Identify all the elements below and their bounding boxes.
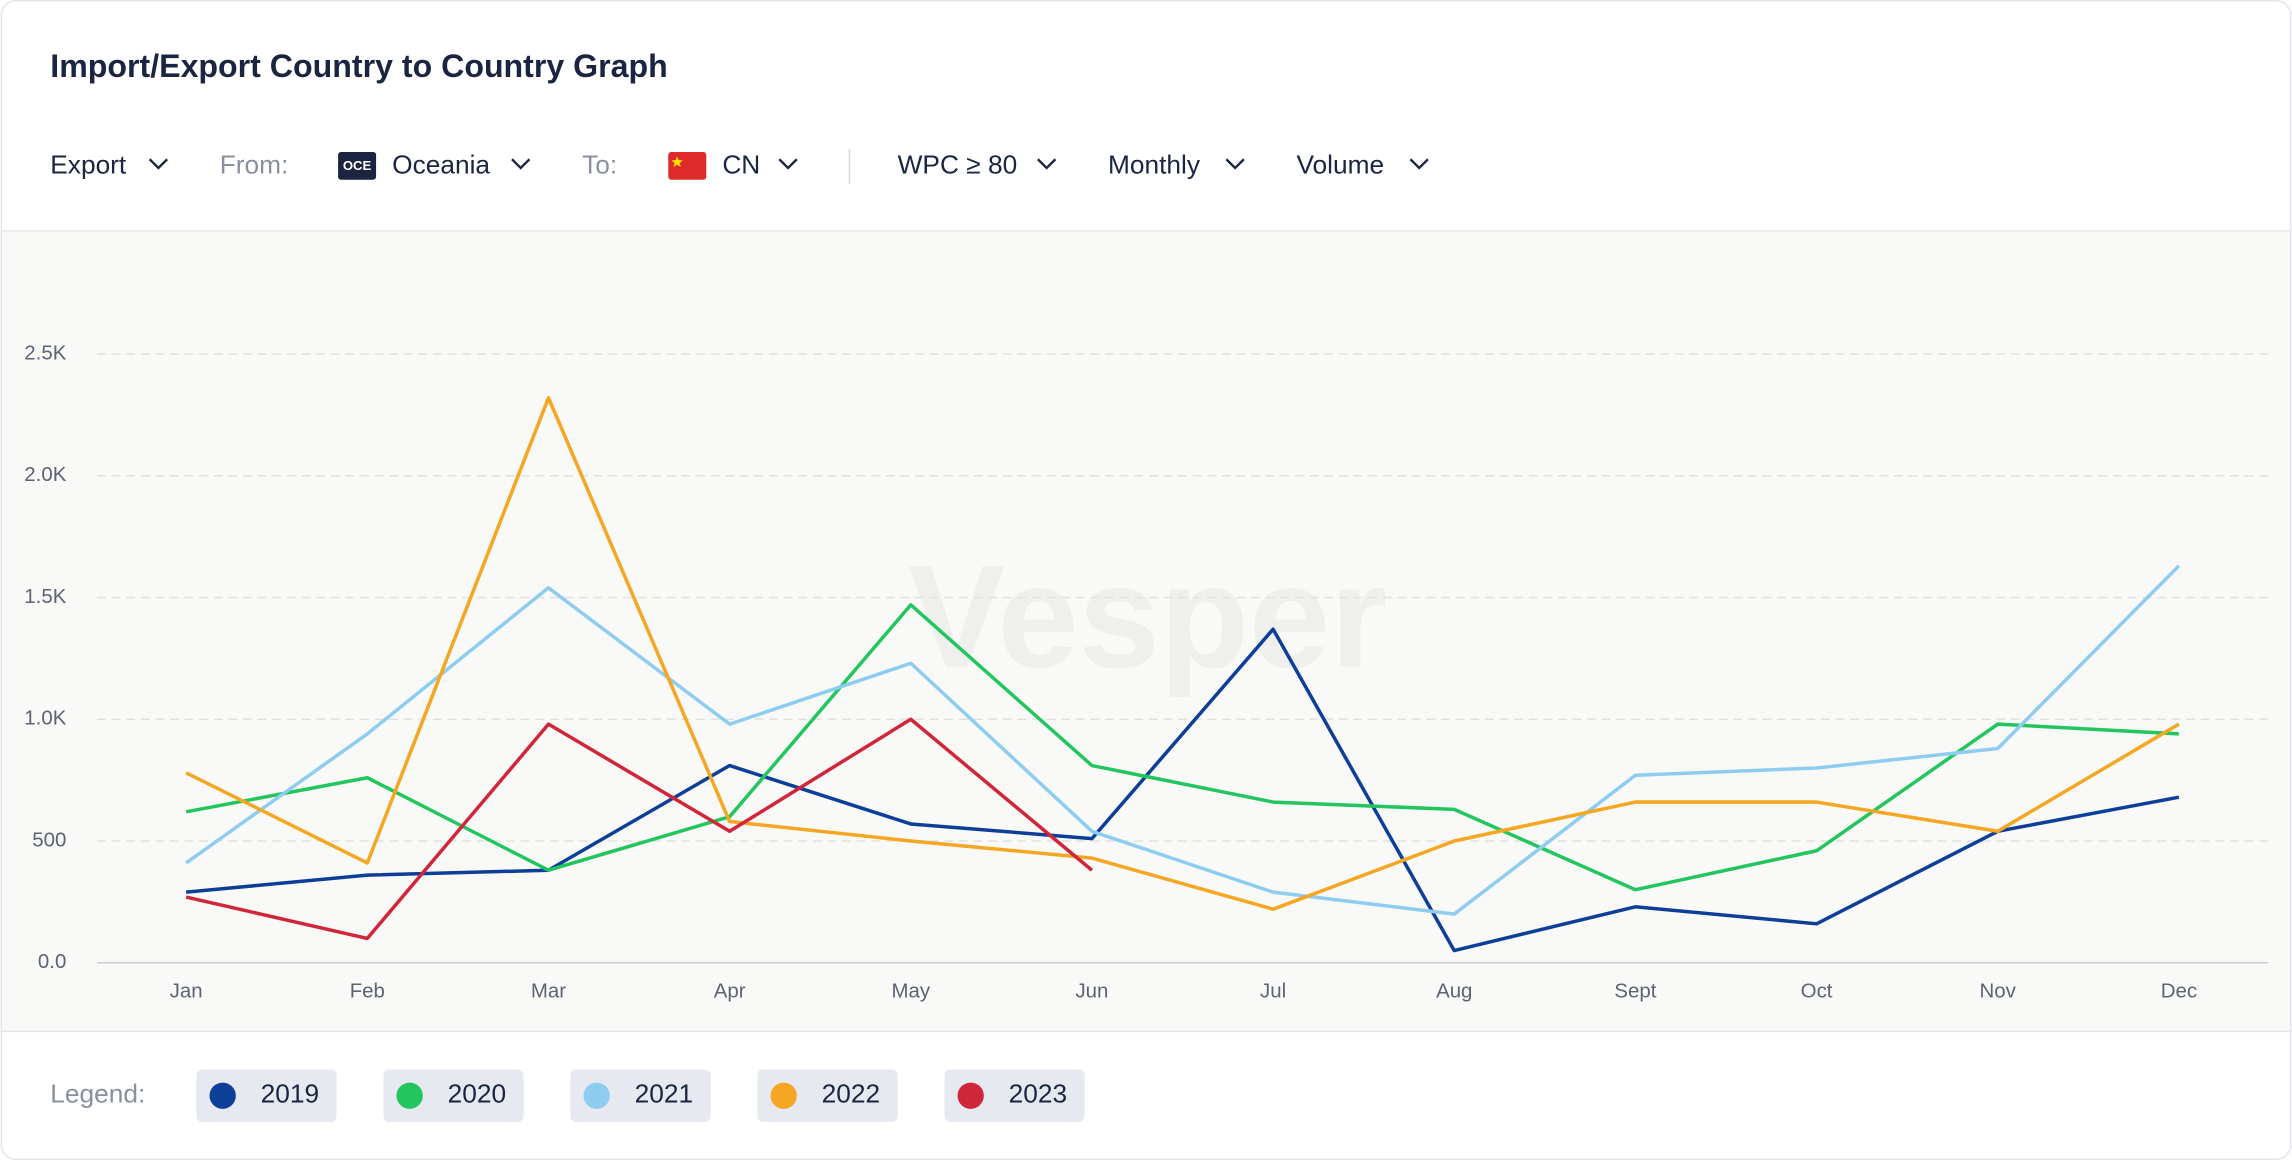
chevron (1225, 158, 1245, 170)
x-tick-label: Feb (350, 979, 385, 1002)
dropdown-label: Export (50, 149, 127, 179)
filter-direction[interactable]: Export (50, 149, 168, 179)
dropdown-label: WPC ≥ 80 (898, 149, 1018, 179)
flag-star (671, 156, 683, 167)
to-label: To: (582, 149, 617, 179)
filter-wpc[interactable]: WPC ≥ 80 (898, 149, 1057, 179)
legend-text: 2021 (635, 1079, 693, 1109)
x-tick-label: Apr (714, 979, 746, 1002)
legend-pill (196, 1069, 337, 1123)
region-badge-text: OCE (343, 158, 372, 173)
legend-item[interactable]: 2023 (944, 1069, 1085, 1123)
legend-text: 2023 (1009, 1079, 1067, 1109)
filter-from[interactable]: OCE Oceania (338, 149, 531, 180)
dropdown-label: Volume (1296, 149, 1384, 179)
series-line (185, 717, 1094, 941)
legend-text: 2022 (822, 1079, 880, 1109)
x-tick-label: May (891, 979, 930, 1002)
title: Import/Export Country to Country Graph (50, 48, 668, 84)
y-tick-label: 1.5K (24, 585, 66, 608)
legend-text: 2019 (261, 1079, 319, 1109)
y-tick-label: 0.0 (38, 950, 66, 973)
chevron (148, 158, 168, 170)
x-tick-label: Mar (531, 979, 566, 1002)
x-tick-label: Oct (1801, 979, 1833, 1002)
y-tick-label: 2.0K (24, 463, 66, 486)
chevron (1037, 158, 1057, 170)
dropdown-label: CN (722, 149, 760, 179)
x-tick-label: Aug (1436, 979, 1472, 1002)
series-line (185, 564, 2181, 916)
chevron (1409, 158, 1429, 170)
legend-label: Legend: (50, 1079, 145, 1109)
from-label: From: (220, 149, 289, 179)
x-tick-label: Jun (1075, 979, 1108, 1002)
legend-item[interactable]: 2021 (570, 1069, 711, 1123)
filter-period[interactable]: Monthly (1108, 149, 1245, 179)
legend-pill (944, 1069, 1085, 1123)
x-tick-label: Sept (1614, 979, 1656, 1002)
legend-swatch (770, 1082, 797, 1109)
x-tick-label: Dec (2161, 979, 2197, 1002)
legend-pill (570, 1069, 711, 1123)
series-line (185, 603, 2179, 892)
legend-pill (757, 1069, 898, 1123)
legend-item[interactable]: 2022 (757, 1069, 898, 1123)
legend-swatch (209, 1082, 236, 1109)
x-tick-label: Nov (1980, 979, 2017, 1002)
filter-metric[interactable]: Volume (1296, 149, 1429, 179)
filter-to[interactable]: CN (668, 149, 798, 180)
chevron (778, 158, 798, 170)
legend-text: 2020 (448, 1079, 506, 1109)
legend-pill (383, 1069, 524, 1123)
legend-swatch (957, 1082, 984, 1109)
x-tick-label: Jul (1260, 979, 1286, 1002)
series-line (185, 396, 2180, 911)
x-tick-label: Jan (170, 979, 203, 1002)
legend-swatch (396, 1082, 423, 1109)
legend-swatch (583, 1082, 610, 1109)
dropdown-label: Monthly (1108, 149, 1201, 179)
legend-item[interactable]: 2020 (383, 1069, 524, 1123)
y-tick-label: 500 (32, 828, 66, 851)
y-tick-label: 2.5K (24, 341, 66, 364)
watermark: Vesper (908, 535, 1387, 698)
legend-item[interactable]: 2019 (196, 1069, 337, 1123)
plot-panel (2, 230, 2290, 1032)
chevron (511, 158, 531, 170)
y-tick-label: 1.0K (24, 707, 66, 730)
series-line (185, 627, 2180, 953)
region-badge (338, 151, 377, 180)
dropdown-label: Oceania (392, 149, 490, 179)
